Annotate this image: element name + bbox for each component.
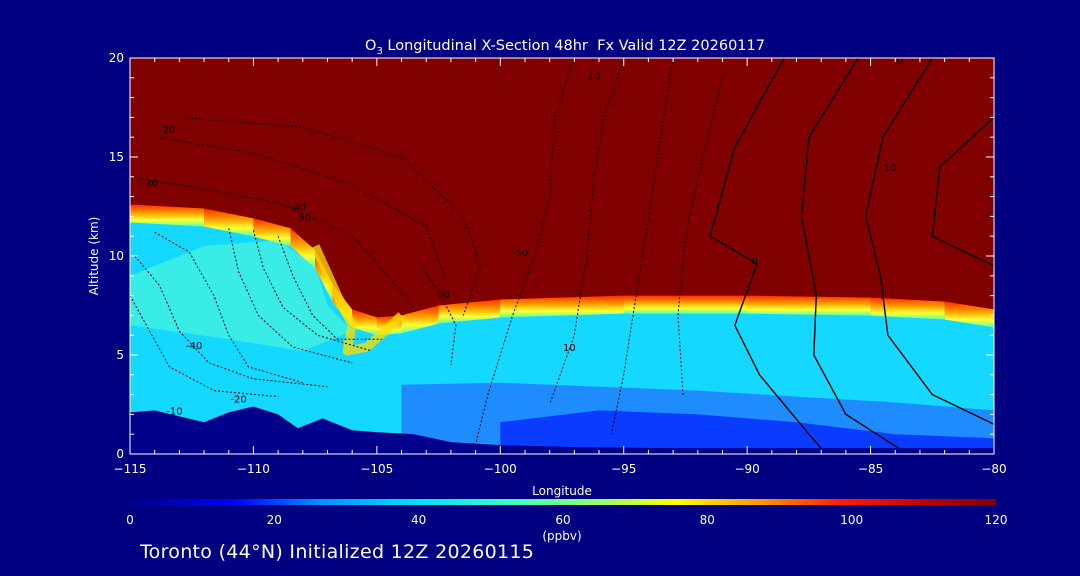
tropopause-band: [438, 299, 501, 324]
tropopause-band: [352, 309, 377, 336]
midlevel-fill: [130, 240, 353, 351]
colorbar-tick-label: 80: [700, 513, 715, 527]
contour-label: -20: [159, 125, 175, 136]
x-axis: −115 −110 −105 −100 −95 −90 −85 −80: [114, 58, 1007, 476]
x-tick-label: −105: [360, 462, 393, 476]
colorbar-tick-label: 60: [555, 513, 570, 527]
y-tick-label: 15: [109, 150, 124, 164]
x-tick-label: −90: [734, 462, 759, 476]
contour-label: 10: [884, 163, 897, 174]
contour-line-dashed: [475, 58, 575, 445]
contour-line-dashed: [179, 116, 482, 316]
tropopause-band: [290, 228, 316, 268]
x-tick-label: −95: [611, 462, 636, 476]
ozone-field: [130, 204, 994, 454]
x-tick-label: −100: [484, 462, 517, 476]
tropopause-band: [401, 305, 439, 334]
y-tick-label: 5: [116, 348, 124, 362]
contour-line-dashed: [549, 58, 625, 405]
contour-line-solid: [931, 116, 994, 267]
contour-line-solid: [864, 58, 994, 425]
x-axis-label: Longitude: [532, 484, 592, 498]
contour-lines: [130, 58, 994, 454]
x-tick-label: −85: [858, 462, 883, 476]
contour-label: 10: [588, 72, 601, 83]
colorbar-tick-label: 20: [267, 513, 282, 527]
contour-line-dashed: [130, 295, 279, 398]
title-species-subscript: 3: [376, 46, 382, 57]
tropopause-band: [253, 218, 291, 247]
contour-label: -30: [142, 179, 158, 190]
y-axis: 0 5 10 15 20: [109, 51, 994, 461]
contour-label: 30: [437, 290, 450, 301]
tropopause-band: [747, 295, 871, 316]
contour-line-solid: [709, 58, 827, 454]
troposphere-fill: [130, 206, 994, 454]
contour-label: 10: [563, 343, 576, 354]
contour-label: -40: [186, 341, 202, 352]
tropopause-fold: [311, 244, 405, 356]
tropopause-band: [500, 295, 624, 318]
colorbar-tick-label: 100: [840, 513, 863, 527]
contour-label: -10: [166, 406, 182, 417]
title-rest: Longitudinal X-Section 48hr Fx Valid 12Z…: [383, 38, 765, 54]
y-tick-label: 20: [109, 51, 124, 65]
contour-label: 0: [897, 56, 903, 67]
chart-title: O3 Longitudinal X-Section 48hr Fx Valid …: [365, 38, 765, 57]
contour-label: -50: [512, 248, 528, 259]
contour-line-dashed: [610, 58, 674, 435]
y-tick-label: 0: [116, 447, 124, 461]
colorbar-tick-label: 0: [126, 513, 134, 527]
tropopause-band: [130, 204, 205, 227]
colorbar-tick-label: 120: [985, 513, 1008, 527]
tropopause-band: [870, 297, 945, 320]
surface-low-ozone-fill: [500, 410, 994, 454]
y-axis-label: Altitude (km): [87, 217, 101, 296]
contour-line-dashed: [130, 176, 417, 312]
terrain: [130, 406, 994, 454]
tropopause-band: [204, 208, 254, 237]
colorbar-tick-label: 40: [411, 513, 426, 527]
x-tick-label: −115: [114, 462, 147, 476]
x-tick-label: −110: [237, 462, 270, 476]
contour-line-dashed: [154, 231, 303, 384]
contour-label: -20: [230, 395, 246, 406]
contour-line-dashed: [677, 77, 723, 395]
contour-label: 0: [751, 256, 757, 267]
contour-line-dashed: [228, 228, 353, 364]
colorbar-ticks: 0 20 40 60 80 100 120: [126, 513, 1007, 527]
tropopause-band: [944, 301, 994, 328]
contour-line-dashed: [277, 236, 382, 340]
contour-label: -40: [290, 203, 306, 214]
contour-label: -50: [295, 212, 311, 223]
title-species: O: [365, 38, 376, 54]
caption: Toronto (44°N) Initialized 12Z 20260115: [140, 541, 535, 563]
tropopause-band: [623, 295, 748, 314]
x-tick-label: −80: [981, 462, 1006, 476]
contour-line-dashed: [134, 255, 328, 388]
contour-line-dashed: [420, 265, 457, 365]
colorbar-unit-label: (ppbv): [542, 529, 581, 543]
contour-line-dashed: [252, 230, 373, 352]
contour-line-solid: [800, 58, 908, 454]
colorbar: [130, 499, 996, 505]
y-tick-label: 10: [109, 249, 124, 263]
